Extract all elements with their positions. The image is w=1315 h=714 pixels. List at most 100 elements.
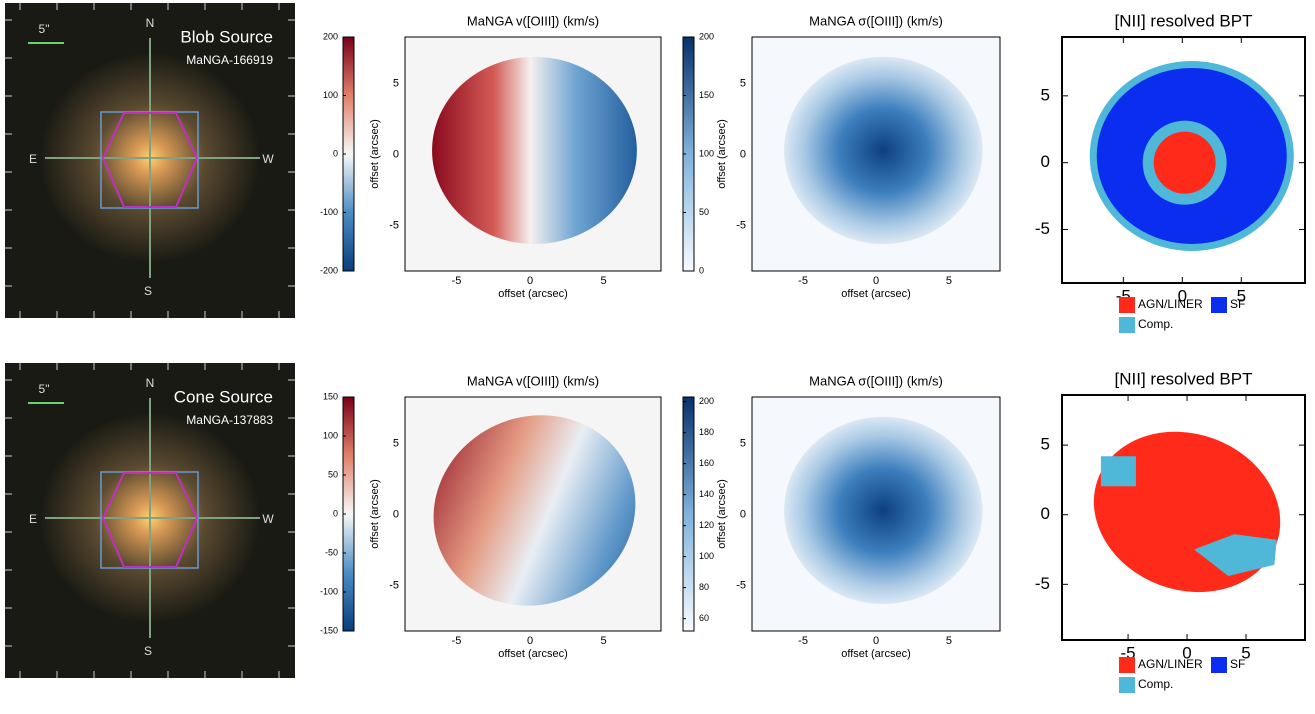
- colorbar-label: -200: [320, 265, 338, 275]
- y-tick-label: -5: [389, 220, 399, 232]
- x-axis-label: offset (arcsec): [841, 288, 911, 300]
- legend-swatch: [1211, 297, 1227, 313]
- y-tick-label: -5: [1035, 219, 1050, 238]
- plot-frame: [1061, 36, 1306, 284]
- y-axis-label: offset (arcsec): [716, 479, 728, 549]
- x-tick-label: 5: [601, 275, 607, 287]
- y-axis-label: offset (arcsec): [716, 119, 728, 189]
- y-tick-label: 5: [393, 438, 399, 450]
- compass-label: N: [146, 376, 155, 390]
- x-tick-label: -5: [452, 275, 462, 287]
- y-tick-label: 0: [393, 149, 399, 161]
- compass-label: S: [144, 284, 152, 298]
- velocity-map: [433, 415, 636, 606]
- x-axis-label: offset (arcsec): [841, 648, 911, 660]
- y-tick-label: 5: [1041, 85, 1050, 104]
- legend-label: AGN/LINER: [1138, 657, 1203, 671]
- legend-swatch: [1119, 317, 1135, 333]
- legend-swatch: [1119, 297, 1135, 313]
- colorbar: [682, 396, 695, 632]
- x-tick-label: 5: [946, 275, 952, 287]
- scale-label: 5": [39, 22, 50, 36]
- x-tick-label: 0: [1182, 643, 1191, 662]
- colorbar-label: 150: [323, 391, 338, 401]
- x-axis-label: offset (arcsec): [498, 648, 568, 660]
- compass-label: E: [29, 152, 37, 166]
- colorbar-label: -50: [325, 547, 338, 557]
- source-subtitle: MaNGA-166919: [186, 53, 273, 67]
- legend-label: AGN/LINER: [1138, 297, 1203, 311]
- bpt-region: [1093, 431, 1281, 593]
- colorbar-label: 200: [699, 31, 714, 41]
- colorbar-label: 50: [328, 469, 338, 479]
- compass-label: E: [29, 512, 37, 526]
- x-tick-label: 0: [527, 275, 533, 287]
- colorbar-label: -100: [320, 586, 338, 596]
- dispersion-map: [784, 416, 983, 605]
- x-tick-label: 0: [873, 275, 879, 287]
- panel-title: MaNGA v([OIII]) (km/s): [467, 373, 599, 388]
- x-tick-label: -5: [452, 635, 462, 647]
- colorbar-label: 0: [333, 148, 338, 158]
- colorbar-label: -100: [320, 207, 338, 217]
- compass-label: N: [146, 16, 155, 30]
- x-tick-label: 0: [1178, 286, 1187, 305]
- compass-label: W: [262, 152, 274, 166]
- y-tick-label: 0: [393, 509, 399, 521]
- plot-frame: [751, 36, 1001, 272]
- source-title: Cone Source: [174, 387, 273, 406]
- colorbar-label: 160: [699, 458, 714, 468]
- colorbar-label: 0: [699, 265, 704, 275]
- plot-frame: [404, 36, 662, 272]
- colorbar-label: 180: [699, 427, 714, 437]
- panel-title: [NII] resolved BPT: [1115, 11, 1253, 30]
- y-tick-label: 0: [1041, 504, 1050, 523]
- panel-title: MaNGA σ([OIII]) (km/s): [809, 13, 943, 28]
- legend-label: SF: [1230, 297, 1245, 311]
- bpt-region: [1153, 131, 1216, 194]
- plot-frame: [751, 396, 1001, 632]
- x-tick-label: 5: [1237, 286, 1246, 305]
- panel-title: [NII] resolved BPT: [1115, 369, 1253, 388]
- legend-label: SF: [1230, 657, 1245, 671]
- compass-label: S: [144, 644, 152, 658]
- ifu-hexagon: [101, 472, 199, 568]
- colorbar-label: 50: [699, 207, 709, 217]
- colorbar-label: 140: [699, 489, 714, 499]
- y-tick-label: -5: [736, 580, 746, 592]
- colorbar-label: 60: [699, 613, 709, 623]
- x-tick-label: -5: [798, 635, 808, 647]
- y-tick-label: -5: [389, 580, 399, 592]
- y-tick-label: 5: [740, 78, 746, 90]
- bpt-region: [1194, 534, 1277, 576]
- y-tick-label: 5: [740, 438, 746, 450]
- colorbar-label: 150: [699, 90, 714, 100]
- y-tick-label: 0: [1041, 152, 1050, 171]
- legend-label: Comp.: [1138, 677, 1173, 691]
- y-tick-label: 0: [740, 509, 746, 521]
- colorbar-label: 200: [699, 396, 714, 406]
- legend-label: Comp.: [1138, 317, 1173, 331]
- y-tick-label: -5: [1035, 574, 1050, 593]
- y-axis-label: offset (arcsec): [369, 479, 381, 549]
- legend-swatch: [1119, 657, 1135, 673]
- colorbar-label: 120: [699, 520, 714, 530]
- panel-title: MaNGA v([OIII]) (km/s): [467, 13, 599, 28]
- plot-frame: [1061, 394, 1306, 641]
- colorbar-label: 100: [699, 148, 714, 158]
- x-axis-label: offset (arcsec): [498, 288, 568, 300]
- x-tick-label: 0: [873, 635, 879, 647]
- y-tick-label: 5: [1041, 435, 1050, 454]
- dispersion-map: [784, 56, 983, 245]
- x-tick-label: -5: [798, 275, 808, 287]
- y-tick-label: 0: [740, 149, 746, 161]
- colorbar-label: 80: [699, 582, 709, 592]
- legend-swatch: [1211, 657, 1227, 673]
- colorbar-label: 200: [323, 31, 338, 41]
- colorbar-label: 100: [699, 551, 714, 561]
- x-tick-label: 5: [946, 635, 952, 647]
- x-tick-label: 5: [1241, 643, 1250, 662]
- velocity-map: [432, 56, 637, 245]
- legend-swatch: [1119, 677, 1135, 693]
